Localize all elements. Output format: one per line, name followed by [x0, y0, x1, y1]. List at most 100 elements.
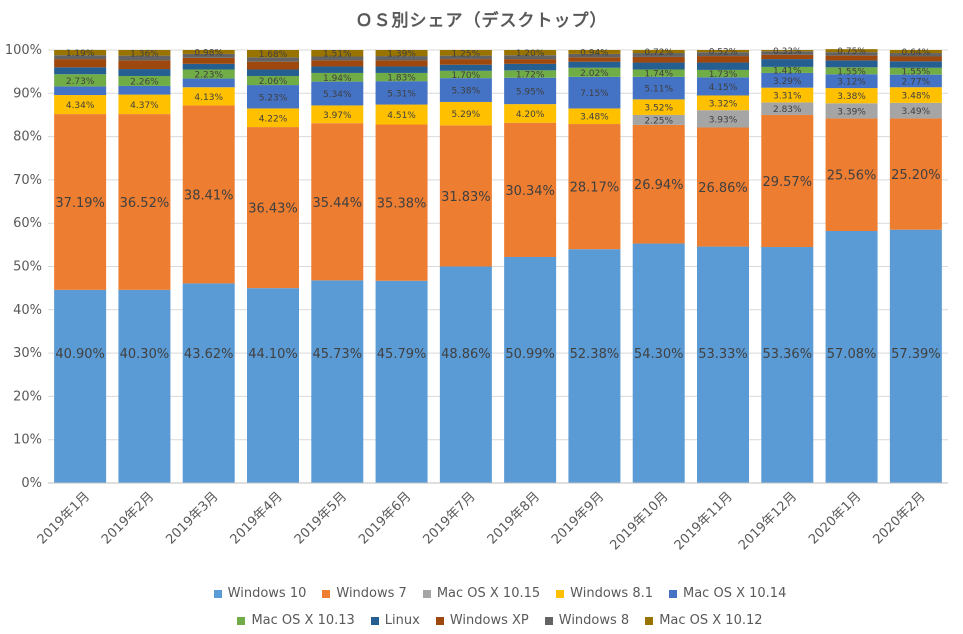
- data-label: 31.83%: [441, 190, 491, 205]
- legend-label: Windows 8: [558, 613, 630, 628]
- bar-segment: [889, 102, 942, 119]
- bar-segment: [504, 104, 557, 123]
- data-label: 2.02%: [580, 69, 609, 79]
- bar-segment: [697, 246, 749, 483]
- bar-segment: [825, 118, 878, 231]
- data-label: 3.12%: [837, 78, 866, 88]
- legend-label: Windows 10: [227, 586, 307, 601]
- bar-segment: [825, 230, 878, 483]
- data-label: 1.73%: [709, 70, 738, 80]
- data-label: 0.64%: [902, 48, 931, 58]
- data-label: 1.74%: [644, 70, 673, 80]
- bar-segment: [375, 81, 428, 105]
- y-tick-label: 20%: [13, 389, 42, 404]
- bar-segment: [311, 105, 364, 124]
- legend-label: Windows 7: [336, 586, 407, 601]
- data-label: 2.26%: [130, 77, 159, 87]
- bar-segment: [568, 76, 621, 109]
- bar-segment: [54, 95, 107, 115]
- legend-item: Windows XP: [435, 613, 529, 628]
- data-label: 2.83%: [773, 105, 802, 115]
- data-label: 28.17%: [570, 181, 620, 196]
- bar-segment: [118, 289, 171, 483]
- data-label: 1.36%: [130, 49, 159, 59]
- legend-row: Mac OS X 10.13 Linux Windows XP Windows 8 Ma…: [100, 607, 900, 634]
- bar-segment: [375, 60, 428, 67]
- bar-segment: [632, 243, 685, 483]
- bar-segment: [761, 51, 814, 55]
- bar-segment: [697, 69, 749, 78]
- y-tick-label: 60%: [13, 216, 42, 231]
- y-tick-label: 40%: [13, 303, 42, 318]
- bar-segment: [761, 54, 814, 60]
- legend-item: Mac OS X 10.14: [669, 586, 786, 601]
- bar-segment: [182, 78, 235, 88]
- bar-segment: [504, 77, 557, 105]
- bar-segment: [568, 61, 621, 68]
- legend-row: Windows 10 Windows 7 Mac OS X 10.15 Windows…: [100, 580, 900, 607]
- bar-segment: [311, 50, 364, 57]
- bar-segment: [118, 69, 171, 76]
- x-tick-label: 2019年7月: [420, 489, 478, 547]
- x-tick-label: 2019年3月: [163, 489, 221, 547]
- data-label: 1.39%: [387, 50, 416, 60]
- bar-segment: [54, 55, 107, 60]
- data-label: 1.20%: [516, 49, 545, 59]
- bar-segment: [311, 72, 364, 82]
- bar-segment: [375, 280, 428, 483]
- data-label: 0.94%: [580, 48, 609, 58]
- x-tick-label: 2019年2月: [99, 489, 157, 547]
- bar-segment: [54, 50, 107, 56]
- bar-segment: [568, 57, 621, 62]
- bar-segment: [632, 56, 685, 63]
- bar-segment: [761, 66, 814, 73]
- data-label: 25.56%: [827, 169, 877, 184]
- data-label: 53.33%: [698, 347, 748, 362]
- bar-segment: [182, 63, 235, 70]
- bar-segment: [439, 266, 492, 483]
- bar-segment: [311, 123, 364, 281]
- data-label: 1.83%: [387, 74, 416, 84]
- data-label: 1.55%: [837, 67, 866, 77]
- bar-segment: [632, 76, 685, 100]
- data-label: 54.30%: [634, 347, 684, 362]
- data-label: 3.97%: [323, 111, 352, 121]
- data-label: 5.34%: [323, 90, 352, 100]
- bar-segment: [182, 283, 235, 483]
- data-label: 3.48%: [580, 113, 609, 123]
- data-label: 4.22%: [259, 114, 288, 124]
- data-label: 25.20%: [891, 168, 941, 183]
- bar-segment: [889, 74, 942, 88]
- bar-segment: [182, 53, 235, 58]
- data-label: 44.10%: [248, 347, 298, 362]
- bar-segment: [697, 52, 749, 57]
- data-label: 2.06%: [259, 77, 288, 87]
- y-tick-label: 50%: [13, 260, 42, 275]
- bar-segment: [889, 50, 942, 54]
- bar-segment: [825, 67, 878, 75]
- bar-segment: [439, 55, 492, 60]
- data-label: 36.43%: [248, 202, 298, 217]
- y-tick-label: 90%: [13, 86, 42, 101]
- bar-segment: [118, 55, 171, 61]
- bar-segment: [54, 59, 107, 68]
- bar-segment: [439, 101, 492, 126]
- bar-segment: [825, 88, 878, 104]
- bar-segment: [311, 66, 364, 73]
- bar-segment: [568, 124, 621, 250]
- bar-segment: [889, 53, 942, 57]
- bar-segment: [889, 56, 942, 62]
- y-tick-label: 80%: [13, 130, 42, 145]
- x-tick-label: 2019年11月: [672, 489, 736, 553]
- data-label: 1.41%: [773, 66, 802, 76]
- bar-segment: [632, 99, 685, 115]
- bar-segment: [568, 53, 621, 58]
- bar-segment: [825, 60, 878, 68]
- data-label: 52.38%: [570, 347, 620, 362]
- bar-segment: [182, 87, 235, 106]
- y-tick-label: 10%: [13, 433, 42, 448]
- legend-swatch: [669, 589, 677, 598]
- bar-segment: [247, 127, 299, 289]
